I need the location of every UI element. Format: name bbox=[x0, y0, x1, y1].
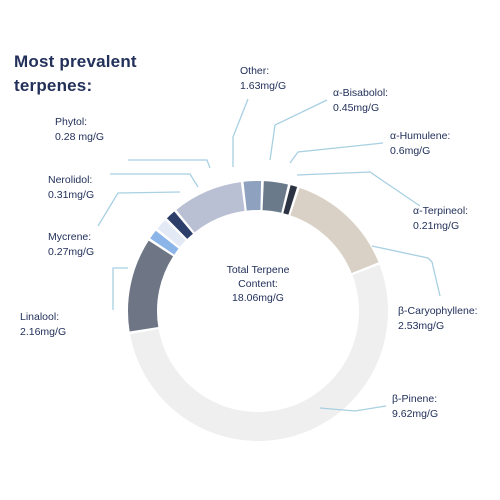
leader-line-alpha-humulene bbox=[289, 142, 384, 164]
center-label-line-1: Total Terpene bbox=[227, 264, 290, 276]
label-value-alpha-humulene: 0.6mg/G bbox=[390, 145, 430, 157]
leader-lines-layer bbox=[97, 98, 441, 412]
leader-line-beta-caryophyllene bbox=[371, 245, 441, 297]
label-name-alpha-terpineol: α-Terpineol: bbox=[413, 205, 468, 217]
label-value-mycrene: 0.27mg/G bbox=[48, 246, 94, 258]
chart-title-line-2: terpenes: bbox=[14, 76, 93, 95]
leader-line-nerolidol bbox=[110, 173, 199, 188]
slice-alpha-bisabolol bbox=[243, 181, 262, 211]
label-value-alpha-terpineol: 0.21mg/G bbox=[413, 220, 459, 232]
center-label: Total Terpene Content: 18.06mg/G bbox=[227, 264, 290, 304]
label-value-nerolidol: 0.31mg/G bbox=[48, 189, 94, 201]
leader-line-alpha-bisabolol bbox=[269, 99, 328, 161]
leader-line-mycrene bbox=[97, 191, 181, 227]
label-value-beta-caryophyllene: 2.53mg/G bbox=[398, 320, 444, 332]
label-name-phytol: Phytol: bbox=[55, 116, 87, 128]
label-name-beta-caryophyllene: β-Caryophyllene: bbox=[398, 305, 478, 317]
slice-mycrene bbox=[150, 230, 179, 255]
slice-beta-caryophyllene bbox=[290, 187, 379, 274]
label-value-other: 1.63mg/G bbox=[240, 80, 286, 92]
label-name-mycrene: Mycrene: bbox=[48, 231, 91, 243]
label-value-phytol: 0.28 mg/G bbox=[55, 131, 104, 143]
label-name-other: Other: bbox=[240, 65, 269, 77]
label-name-alpha-bisabolol: α-Bisabolol: bbox=[333, 87, 388, 99]
label-value-linalool: 2.16mg/G bbox=[20, 326, 66, 338]
leader-line-other bbox=[232, 98, 249, 167]
label-name-linalool: Linalool: bbox=[20, 311, 59, 323]
leader-line-alpha-terpineol bbox=[296, 171, 421, 207]
slices-layer bbox=[127, 181, 388, 441]
slice-alpha-humulene bbox=[262, 181, 288, 213]
slice-nerolidol bbox=[157, 220, 186, 247]
slice-other bbox=[176, 182, 245, 233]
center-label-value: 18.06mg/G bbox=[232, 292, 284, 304]
center-label-line-2: Content: bbox=[238, 278, 278, 290]
slice-alpha-terpineol bbox=[283, 185, 298, 215]
leader-line-phytol bbox=[128, 159, 211, 169]
chart-title-line-1: Most prevalent bbox=[14, 52, 137, 71]
label-value-beta-pinene: 9.62mg/G bbox=[392, 408, 438, 420]
slice-phytol bbox=[166, 211, 193, 239]
leader-line-linalool bbox=[112, 267, 128, 310]
label-name-alpha-humulene: α-Humulene: bbox=[390, 130, 450, 142]
label-name-nerolidol: Nerolidol: bbox=[48, 174, 92, 186]
slice-beta-pinene bbox=[130, 264, 388, 441]
chart-title: Most prevalent terpenes: bbox=[14, 50, 137, 98]
leader-line-beta-pinene bbox=[319, 405, 387, 412]
label-value-alpha-bisabolol: 0.45mg/G bbox=[333, 102, 379, 114]
slice-linalool bbox=[127, 240, 174, 332]
labels-layer: α-Bisabolol: 0.45mg/G α-Humulene: 0.6mg/G α-… bbox=[20, 65, 478, 420]
label-name-beta-pinene: β-Pinene: bbox=[392, 393, 437, 405]
